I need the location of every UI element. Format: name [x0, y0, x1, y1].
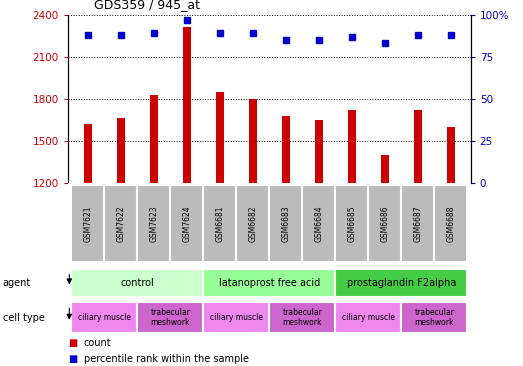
Text: GSM6682: GSM6682: [248, 205, 257, 242]
FancyBboxPatch shape: [269, 302, 335, 333]
FancyBboxPatch shape: [269, 184, 302, 262]
Text: latanoprost free acid: latanoprost free acid: [219, 278, 320, 288]
FancyBboxPatch shape: [71, 184, 104, 262]
Text: trabecular
meshwork: trabecular meshwork: [282, 308, 322, 327]
FancyBboxPatch shape: [203, 269, 335, 297]
Bar: [414, 110, 422, 183]
Text: control: control: [120, 278, 154, 288]
Text: GSM6687: GSM6687: [413, 205, 423, 242]
Bar: [249, 99, 257, 183]
FancyBboxPatch shape: [335, 184, 368, 262]
Text: trabecular
meshwork: trabecular meshwork: [151, 308, 190, 327]
Text: GSM6688: GSM6688: [447, 205, 456, 242]
FancyBboxPatch shape: [203, 302, 269, 333]
FancyBboxPatch shape: [435, 184, 468, 262]
Bar: [183, 27, 191, 183]
FancyBboxPatch shape: [335, 269, 468, 297]
FancyBboxPatch shape: [302, 184, 335, 262]
Text: ■: ■: [68, 354, 77, 365]
Text: GDS359 / 945_at: GDS359 / 945_at: [94, 0, 200, 11]
Text: count: count: [84, 338, 111, 348]
Text: GSM7624: GSM7624: [183, 205, 191, 242]
Bar: [150, 94, 158, 183]
Text: GSM7622: GSM7622: [116, 205, 126, 242]
Text: ciliary muscle: ciliary muscle: [78, 313, 131, 322]
FancyBboxPatch shape: [335, 302, 401, 333]
Bar: [381, 155, 389, 183]
Bar: [117, 119, 125, 183]
Text: ciliary muscle: ciliary muscle: [210, 313, 263, 322]
FancyBboxPatch shape: [71, 302, 138, 333]
Text: cell type: cell type: [3, 313, 44, 322]
Text: ciliary muscle: ciliary muscle: [342, 313, 395, 322]
FancyBboxPatch shape: [170, 184, 203, 262]
Bar: [84, 124, 92, 183]
Text: agent: agent: [3, 278, 31, 288]
Text: GSM6684: GSM6684: [314, 205, 323, 242]
Text: prostaglandin F2alpha: prostaglandin F2alpha: [347, 278, 456, 288]
Text: GSM6683: GSM6683: [281, 205, 290, 242]
Text: GSM7621: GSM7621: [83, 205, 92, 242]
FancyBboxPatch shape: [71, 269, 203, 297]
Bar: [348, 110, 356, 183]
Bar: [447, 127, 455, 183]
FancyBboxPatch shape: [401, 302, 468, 333]
FancyBboxPatch shape: [401, 184, 435, 262]
Text: percentile rank within the sample: percentile rank within the sample: [84, 354, 248, 365]
Bar: [315, 120, 323, 183]
FancyBboxPatch shape: [138, 302, 203, 333]
FancyBboxPatch shape: [138, 184, 170, 262]
Text: GSM6681: GSM6681: [215, 205, 224, 242]
Text: ■: ■: [68, 338, 77, 348]
FancyBboxPatch shape: [203, 184, 236, 262]
FancyBboxPatch shape: [104, 184, 138, 262]
Text: GSM7623: GSM7623: [149, 205, 158, 242]
FancyBboxPatch shape: [368, 184, 401, 262]
Bar: [282, 116, 290, 183]
Text: GSM6685: GSM6685: [347, 205, 356, 242]
FancyBboxPatch shape: [236, 184, 269, 262]
Bar: [215, 92, 224, 183]
Text: trabecular
meshwork: trabecular meshwork: [414, 308, 454, 327]
Text: GSM6686: GSM6686: [380, 205, 390, 242]
